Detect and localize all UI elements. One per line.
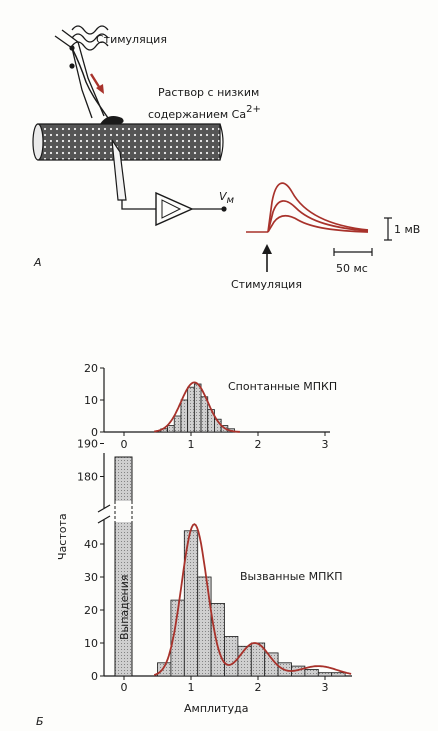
- vm-symbol: V: [219, 190, 228, 203]
- evoked-bar: [224, 636, 239, 677]
- spont-xtick-label: 2: [255, 438, 262, 451]
- spontaneous-histogram: 0 10 20 0 1 2 3 Спонтанные МПКП: [84, 362, 337, 451]
- muscle-fiber: [32, 123, 224, 161]
- evoked-xtick-label: 3: [322, 681, 329, 694]
- evoked-ytick-label: 20: [84, 604, 98, 617]
- evoked-ytick-label: 0: [91, 670, 98, 683]
- stimulation-label-bottom: Стимуляция: [231, 278, 302, 291]
- solution-label-line2: содержанием Ca2+: [148, 104, 261, 121]
- x-axis-label: Амплитуда: [184, 702, 248, 715]
- spont-ytick-label: 10: [84, 394, 98, 407]
- amplifier-icon: [155, 191, 194, 227]
- time-scale-label: 50 мс: [336, 262, 368, 275]
- spont-bar: [167, 425, 175, 433]
- evoked-series-label: Вызванные МПКП: [240, 570, 342, 583]
- spont-bars: [160, 383, 235, 433]
- spont-ytick-label: 20: [84, 362, 98, 375]
- failures-label: Выпадения: [118, 575, 131, 641]
- evoked-ytick-label: 30: [84, 571, 98, 584]
- trace-large: [267, 182, 369, 233]
- failures-bar: [113, 456, 134, 677]
- evoked-bar: [210, 603, 225, 677]
- stimulation-arrow: [262, 244, 272, 272]
- electrode-lead: [121, 200, 156, 210]
- trace-small: [267, 214, 369, 233]
- vm-subscript: м: [227, 195, 235, 206]
- evoked-fit-curve: [153, 523, 352, 676]
- spont-xtick-label: 3: [322, 438, 329, 451]
- spont-xtick-label: 1: [188, 438, 195, 451]
- panel-a-letter: А: [33, 256, 42, 269]
- spont-fit-curve: [154, 381, 240, 433]
- evoked-bar: [317, 672, 333, 677]
- electrode-dot-lower: [69, 63, 75, 69]
- y-axis-label: Частота: [56, 513, 69, 560]
- stimulation-label-top: Стимуляция: [96, 33, 167, 46]
- evoked-ytick-label: 40: [84, 538, 98, 551]
- spont-ytick-label: 0: [91, 426, 98, 439]
- spont-ticks: 0 10 20 0 1 2 3: [84, 362, 329, 451]
- spont-xtick-label: 0: [121, 438, 128, 451]
- epp-traces: [246, 182, 369, 233]
- nerve-axon: [71, 47, 109, 119]
- vm-terminal: [221, 206, 227, 212]
- axis-break-mark-2: [97, 515, 111, 524]
- nerve-wire-2: [61, 29, 105, 117]
- spont-bar: [180, 399, 189, 433]
- nerve-terminal: [100, 116, 124, 124]
- evoked-xtick-label: 2: [255, 681, 262, 694]
- axis-break-mark-1: [97, 504, 111, 513]
- voltage-scale-label: 1 мВ: [394, 223, 420, 236]
- evoked-bar: [304, 669, 319, 677]
- evoked-bar: [331, 672, 346, 677]
- time-scale-bar: [333, 248, 373, 256]
- panel-a: Стимуляция Раствор с низким содержанием …: [32, 25, 420, 291]
- solution-label-line1: Раствор с низким: [158, 86, 259, 99]
- evoked-ytick-label: 10: [84, 637, 98, 650]
- nerve-wire-1: [54, 35, 93, 119]
- propagation-arrow: [89, 73, 104, 94]
- spont-bar: [173, 415, 182, 433]
- recording-microelectrode: [111, 139, 127, 201]
- evoked-xtick-label: 0: [121, 681, 128, 694]
- voltage-scale-bar: [384, 217, 392, 241]
- panel-b-letter: Б: [36, 715, 44, 728]
- evoked-ytick-label: 180: [77, 471, 98, 484]
- trace-medium: [267, 200, 369, 233]
- evoked-xtick-label: 1: [188, 681, 195, 694]
- spont-bar: [200, 396, 209, 433]
- vm-label: Vм: [219, 190, 235, 206]
- spont-series-label: Спонтанные МПКП: [228, 380, 337, 393]
- spont-bar: [187, 386, 195, 433]
- spont-bar: [193, 383, 202, 433]
- evoked-ytick-label: 190: [77, 438, 98, 451]
- evoked-bar: [157, 662, 172, 677]
- solution-label-main: содержанием Ca: [148, 108, 246, 121]
- solution-label-sup: 2+: [246, 104, 261, 115]
